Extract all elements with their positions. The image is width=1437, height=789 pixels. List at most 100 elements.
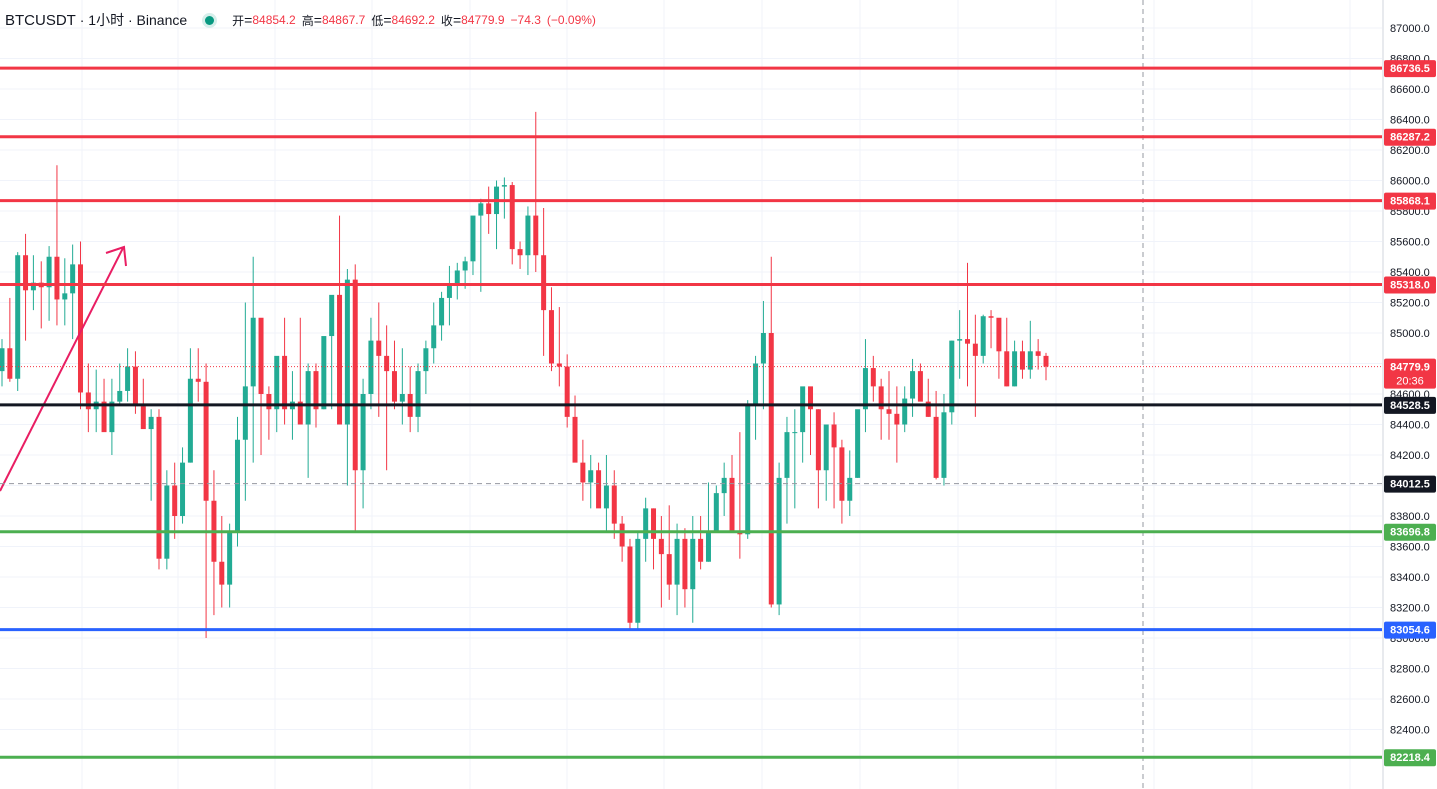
candle-body[interactable] [713,493,719,532]
candle-body[interactable] [619,523,625,547]
candle-body[interactable] [203,381,209,501]
candle-body[interactable] [70,264,76,294]
candle-body[interactable] [219,561,225,585]
candle-body[interactable] [823,424,829,471]
candle-body[interactable] [635,538,641,623]
candle-body[interactable] [870,368,876,387]
candle-body[interactable] [109,401,115,433]
candle-body[interactable] [674,538,680,585]
crosshair-price-label[interactable] [1384,475,1436,493]
candle-body[interactable] [627,546,633,623]
symbol-name[interactable]: BTCUSDT [5,11,76,29]
candle-body[interactable] [329,294,335,337]
candle-body[interactable] [117,390,123,402]
candle-body[interactable] [337,294,343,425]
candle-body[interactable] [23,255,29,291]
candle-body[interactable] [580,462,586,483]
candle-body[interactable] [980,316,986,356]
trend-arrow-line[interactable] [0,247,124,492]
candle-body[interactable] [431,325,437,349]
candle-body[interactable] [62,293,68,300]
candle-body[interactable] [376,340,382,356]
candle-body[interactable] [344,279,350,425]
candle-body[interactable] [187,378,193,463]
candle-body[interactable] [603,485,609,509]
candle-body[interactable] [941,412,947,478]
level-price-label[interactable] [1384,60,1436,78]
candle-body[interactable] [666,554,672,585]
candle-body[interactable] [957,339,963,341]
candle-body[interactable] [360,394,366,471]
candle-body[interactable] [462,261,468,271]
candle-body[interactable] [753,363,759,405]
candle-body[interactable] [478,203,484,216]
current-price-label[interactable] [1384,358,1436,389]
candle-body[interactable] [792,432,798,434]
candle-body[interactable] [77,264,83,393]
candle-body[interactable] [548,310,554,364]
candle-body[interactable] [164,485,170,559]
candle-body[interactable] [234,439,240,532]
candle-body[interactable] [564,366,570,417]
candle-body[interactable] [399,394,405,402]
candle-body[interactable] [321,336,327,410]
candle-body[interactable] [266,394,272,410]
candle-body[interactable] [839,447,845,501]
candle-body[interactable] [258,317,264,394]
level-price-label[interactable] [1384,523,1436,541]
candle-body[interactable] [313,371,319,410]
candle-body[interactable] [847,477,853,501]
candle-body[interactable] [705,531,711,562]
candle-body[interactable] [439,297,445,326]
candle-body[interactable] [658,538,664,555]
candle-body[interactable] [30,282,36,291]
candle-body[interactable] [1019,351,1025,370]
candle-body[interactable] [800,386,806,433]
candle-body[interactable] [1035,351,1041,356]
candle-body[interactable] [1012,351,1018,387]
candle-body[interactable] [572,416,578,463]
candle-body[interactable] [996,317,1002,352]
level-price-label[interactable] [1384,749,1436,767]
candle-body[interactable] [172,485,178,517]
candle-body[interactable] [415,371,421,417]
candle-body[interactable] [729,477,735,532]
candle-body[interactable] [815,409,821,471]
candle-body[interactable] [651,508,657,539]
candle-body[interactable] [533,215,539,256]
candle-body[interactable] [54,256,60,300]
candle-body[interactable] [195,378,201,382]
level-price-label[interactable] [1384,192,1436,210]
candle-body[interactable] [949,340,955,413]
candle-body[interactable] [132,366,138,407]
candle-body[interactable] [501,185,507,187]
candle-body[interactable] [156,416,162,559]
candle-body[interactable] [808,386,814,410]
candle-body[interactable] [988,316,994,318]
candle-body[interactable] [446,285,452,298]
candle-body[interactable] [242,386,248,440]
candle-body[interactable] [933,416,939,478]
candle-body[interactable] [784,432,790,478]
candle-body[interactable] [1004,351,1010,387]
candle-body[interactable] [768,333,774,605]
candle-body[interactable] [682,538,688,590]
candle-body[interactable] [1043,355,1049,367]
candle-body[interactable] [7,348,13,379]
candle-body[interactable] [588,470,594,483]
market-status-icon[interactable] [205,15,215,25]
candle-body[interactable] [690,538,696,590]
candle-body[interactable] [721,477,727,494]
candle-body[interactable] [0,348,5,372]
level-price-label[interactable] [1384,621,1436,639]
level-price-label[interactable] [1384,396,1436,414]
candle-body[interactable] [917,371,923,402]
candle-body[interactable] [384,355,390,372]
level-price-label[interactable] [1384,276,1436,294]
candle-body[interactable] [46,256,52,288]
candle-body[interactable] [556,363,562,367]
candle-body[interactable] [148,416,154,430]
candle-body[interactable] [611,485,617,524]
candle-body[interactable] [698,538,704,562]
candle-body[interactable] [972,343,978,356]
